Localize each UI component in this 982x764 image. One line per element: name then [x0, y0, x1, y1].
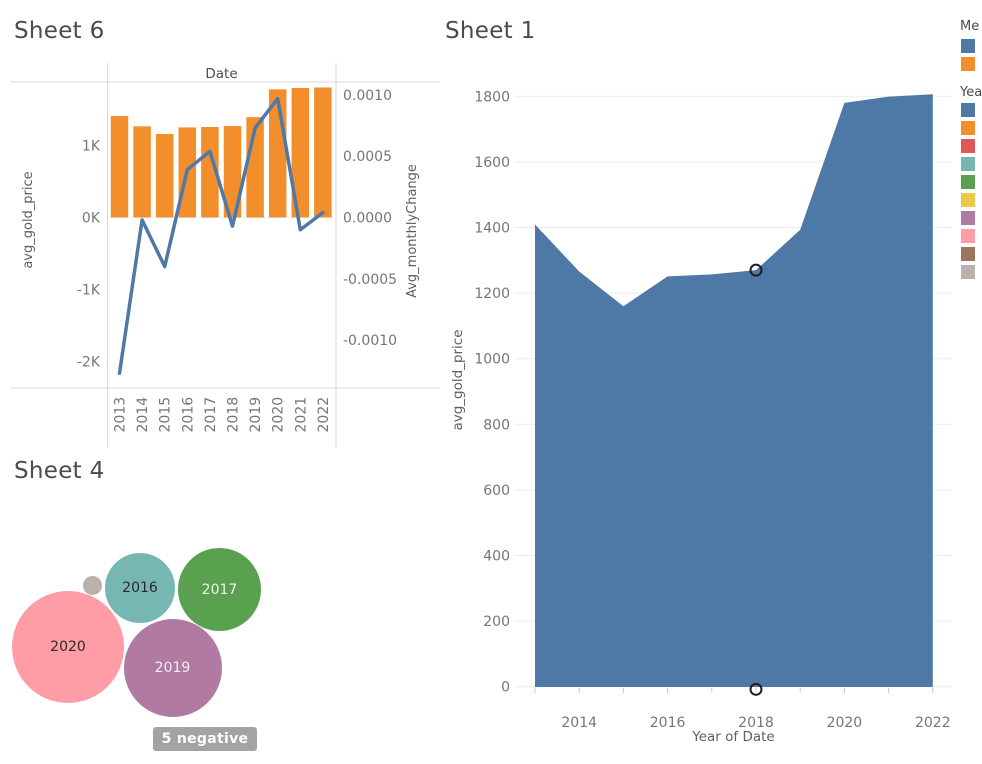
bar-2018[interactable]: [223, 126, 242, 218]
bubble-small[interactable]: [83, 576, 102, 595]
sheet1-title: Sheet 1: [445, 18, 536, 44]
x-tick-label: 2014: [135, 397, 151, 433]
right-axis-tick: 0.0000: [343, 211, 392, 227]
legend-panel: Me Yea: [940, 0, 982, 764]
y-axis-title: avg_gold_price: [450, 329, 466, 430]
right-axis-title: Avg_monthlyChange: [405, 164, 420, 298]
bar-2014[interactable]: [133, 126, 151, 218]
y-tick-label: 400: [483, 549, 510, 565]
x-tick-label: 2018: [738, 715, 774, 731]
y-tick-label: 200: [483, 614, 510, 630]
legend-swatch-year-7[interactable]: [961, 229, 975, 243]
x-axis-title: Year of Date: [691, 729, 774, 745]
y-tick-label: 1000: [474, 352, 510, 368]
legend-swatch-year-1[interactable]: [961, 121, 975, 135]
y-tick-label: 600: [483, 483, 510, 499]
y-tick-label: 1800: [474, 89, 510, 105]
legend-swatch-measure-0[interactable]: [961, 39, 975, 53]
left-axis-tick: -2K: [77, 355, 101, 371]
x-tick-label: 2022: [316, 397, 332, 433]
sheet1-chart: 2014 2016 2018 2020 2022 0 200 400 600 800 1000 120…: [450, 89, 952, 745]
legend-swatch-year-4[interactable]: [961, 175, 975, 189]
x-tick-label: 2014: [561, 715, 597, 731]
bubble-label: 2019: [154, 660, 191, 676]
x-tick-label: 2020: [271, 397, 287, 433]
y-tick-label: 1400: [474, 221, 510, 237]
bar-2022[interactable]: [314, 87, 332, 218]
left-axis-tick: 0K: [82, 211, 101, 227]
legend-swatch-year-8[interactable]: [961, 247, 975, 261]
legend-swatch-year-3[interactable]: [961, 157, 975, 171]
monthly-change-line[interactable]: [117, 96, 325, 375]
x-tick-label: 2016: [650, 715, 686, 731]
bubble-label: 2017: [201, 581, 238, 598]
bubble-label: 2020: [50, 639, 86, 655]
right-axis-tick: 0.0005: [343, 149, 392, 165]
x-tick-label: 2019: [248, 397, 264, 433]
x-tick-label: 2016: [180, 397, 196, 433]
bubble-label: 2016: [122, 580, 158, 596]
x-tick-label: 2020: [827, 715, 863, 731]
x-tick-label: 2021: [293, 397, 309, 433]
legend-year-header: Yea: [960, 85, 982, 100]
bubble-2017[interactable]: 2017: [178, 548, 261, 631]
left-axis-tick: -1K: [77, 283, 101, 299]
bar-2013[interactable]: [110, 116, 129, 218]
bubble-2020[interactable]: 2020: [12, 591, 124, 703]
point-marker-2018[interactable]: [749, 682, 763, 696]
area-mark[interactable]: [535, 94, 933, 688]
y-tick-label: 0: [501, 680, 510, 696]
right-axis-tick: -0.0005: [343, 272, 397, 288]
y-tick-label: 1600: [474, 155, 510, 171]
legend-swatch-year-9[interactable]: [961, 265, 975, 279]
bar-2017[interactable]: [201, 126, 219, 218]
x-tick-label: 2022: [915, 715, 951, 731]
bar-2015[interactable]: [155, 133, 174, 218]
legend-swatch-year-0[interactable]: [961, 103, 975, 117]
right-axis-tick: 0.0010: [343, 88, 392, 104]
legend-swatch-year-5[interactable]: [961, 193, 975, 207]
y-tick-label: 800: [483, 417, 510, 433]
mark-label-badge: 5 negative: [153, 727, 257, 751]
x-tick-label: 2015: [158, 397, 174, 433]
y-tick-label: 1200: [474, 286, 510, 302]
left-axis-title: avg_gold_price: [21, 171, 36, 268]
right-axis-tick: -0.0010: [343, 333, 397, 349]
bar-2021[interactable]: [291, 87, 310, 218]
sheet6-title: Sheet 6: [14, 18, 105, 44]
legend-swatch-year-2[interactable]: [961, 139, 975, 153]
legend-swatch-year-6[interactable]: [961, 211, 975, 225]
bubble-2016[interactable]: 2016: [105, 553, 175, 623]
legend-measure-names-header: Me: [960, 19, 980, 34]
sheet4-title: Sheet 4: [14, 458, 105, 484]
x-tick-label: 2013: [113, 397, 129, 433]
left-axis-tick: 1K: [82, 139, 101, 155]
sheet6-chart: Date 1K 0K -1K -2K 0.0010 0.0005 0.0000 -0.0005 -…: [10, 63, 440, 447]
bubble-2019[interactable]: 2019: [123, 619, 222, 717]
point-marker-2018[interactable]: [749, 263, 763, 277]
column-header-date: Date: [205, 66, 237, 82]
x-tick-label: 2017: [203, 397, 219, 433]
x-tick-label: 2018: [226, 397, 242, 433]
legend-swatch-measure-1[interactable]: [961, 57, 975, 71]
